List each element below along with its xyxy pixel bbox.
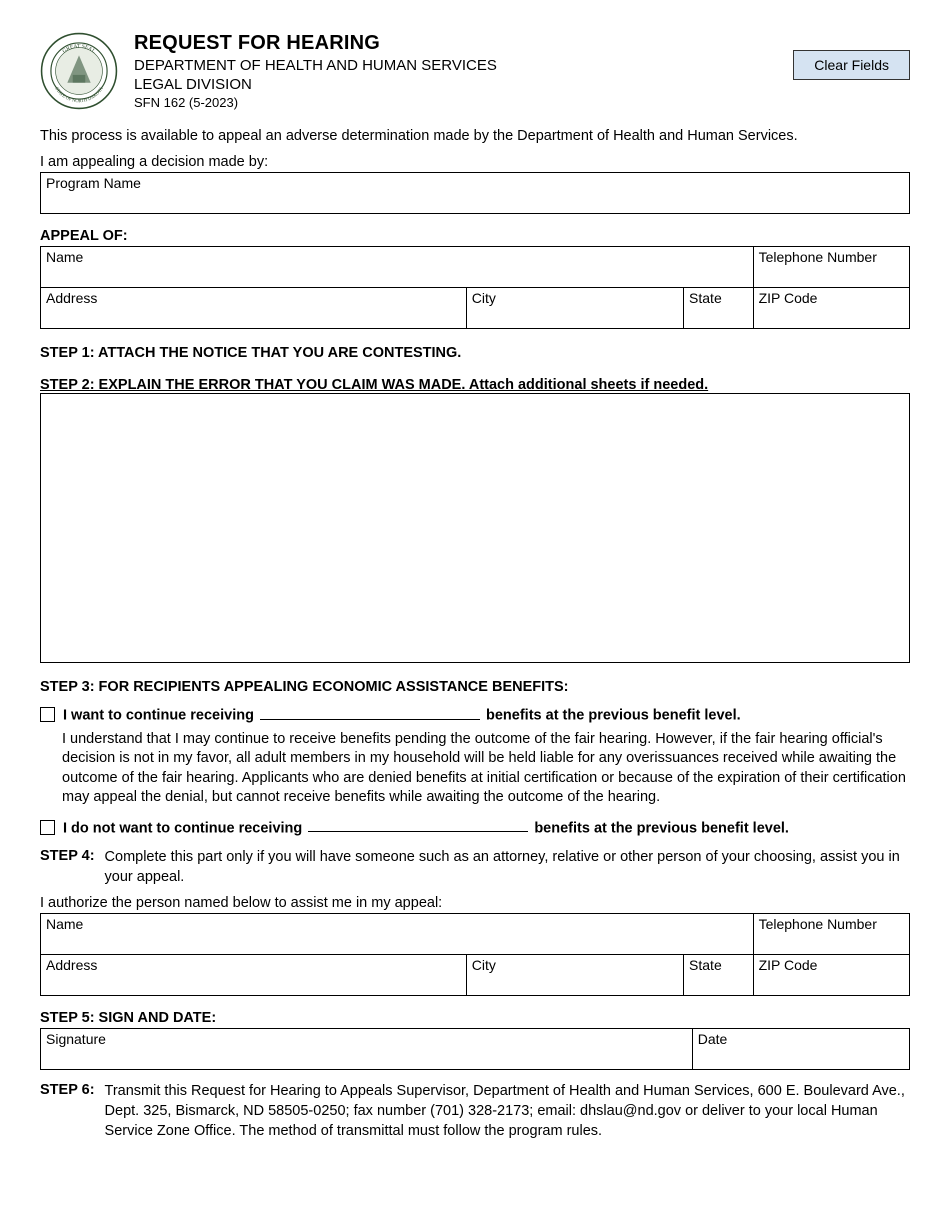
step4-text: Complete this part only if you will have… bbox=[105, 848, 910, 887]
authorize-label: I authorize the person named below to as… bbox=[40, 895, 910, 914]
rep-address-input[interactable] bbox=[41, 973, 466, 995]
step5-heading: STEP 5: SIGN AND DATE: bbox=[40, 1010, 910, 1029]
not-continue-benefits-row: I do not want to continue receiving bene… bbox=[40, 818, 910, 837]
benefits-blank-2[interactable] bbox=[308, 818, 528, 833]
program-name-box: Program Name bbox=[40, 173, 910, 214]
error-explanation-textarea[interactable] bbox=[40, 393, 910, 663]
date-input[interactable] bbox=[693, 1047, 909, 1069]
appeal-of-table: Name Telephone Number Address City State bbox=[40, 247, 910, 329]
title-block: REQUEST FOR HEARING DEPARTMENT OF HEALTH… bbox=[134, 32, 777, 110]
step6-row: STEP 6: Transmit this Request for Hearin… bbox=[40, 1082, 910, 1141]
rep-zip-input[interactable] bbox=[754, 973, 909, 995]
opt1-pre: I want to continue receiving bbox=[63, 708, 254, 724]
rep-city-label: City bbox=[467, 955, 683, 973]
form-number: SFN 162 (5-2023) bbox=[134, 95, 777, 110]
program-name-label: Program Name bbox=[41, 173, 909, 191]
rep-name-label: Name bbox=[41, 914, 753, 932]
division-name: LEGAL DIVISION bbox=[134, 76, 777, 93]
step3-heading: STEP 3: FOR RECIPIENTS APPEALING ECONOMI… bbox=[40, 679, 910, 695]
step4-label: STEP 4: bbox=[40, 848, 95, 887]
address-label: Address bbox=[41, 288, 466, 306]
signature-label: Signature bbox=[41, 1029, 692, 1047]
address-input[interactable] bbox=[41, 306, 466, 328]
city-input[interactable] bbox=[467, 306, 683, 328]
appealing-label: I am appealing a decision made by: bbox=[40, 154, 910, 173]
benefits-blank-1[interactable] bbox=[260, 705, 480, 720]
opt2-pre: I do not want to continue receiving bbox=[63, 820, 302, 836]
rep-table: Name Telephone Number Address City State bbox=[40, 914, 910, 996]
step4-row: STEP 4: Complete this part only if you w… bbox=[40, 848, 910, 887]
step6-text: Transmit this Request for Hearing to App… bbox=[105, 1082, 910, 1141]
name-label: Name bbox=[41, 247, 753, 265]
appeal-of-heading: APPEAL OF: bbox=[40, 228, 910, 247]
step6-label: STEP 6: bbox=[40, 1082, 95, 1141]
header: GREAT SEAL STATE OF NORTH DAKOTA REQUEST… bbox=[40, 32, 910, 110]
program-name-input[interactable] bbox=[41, 191, 909, 213]
name-input[interactable] bbox=[41, 265, 753, 287]
step1-heading: STEP 1: ATTACH THE NOTICE THAT YOU ARE C… bbox=[40, 345, 910, 361]
continue-benefits-checkbox[interactable] bbox=[40, 707, 55, 722]
rep-state-input[interactable] bbox=[684, 973, 753, 995]
state-label: State bbox=[684, 288, 753, 306]
rep-telephone-input[interactable] bbox=[754, 932, 909, 954]
not-continue-benefits-checkbox[interactable] bbox=[40, 820, 55, 835]
signature-input[interactable] bbox=[41, 1047, 692, 1069]
clear-fields-button[interactable]: Clear Fields bbox=[793, 50, 910, 80]
form-title: REQUEST FOR HEARING bbox=[134, 32, 777, 55]
step2-heading: STEP 2: EXPLAIN THE ERROR THAT YOU CLAIM… bbox=[40, 377, 910, 393]
step3-explanation: I understand that I may continue to rece… bbox=[62, 730, 910, 808]
department-name: DEPARTMENT OF HEALTH AND HUMAN SERVICES bbox=[134, 57, 777, 74]
rep-telephone-label: Telephone Number bbox=[754, 914, 909, 932]
city-label: City bbox=[467, 288, 683, 306]
zip-input[interactable] bbox=[754, 306, 909, 328]
opt2-post: benefits at the previous benefit level. bbox=[534, 820, 789, 836]
rep-city-input[interactable] bbox=[467, 973, 683, 995]
rep-address-label: Address bbox=[41, 955, 466, 973]
telephone-input[interactable] bbox=[754, 265, 909, 287]
opt1-post: benefits at the previous benefit level. bbox=[486, 708, 741, 724]
date-label: Date bbox=[693, 1029, 909, 1047]
continue-benefits-label: I want to continue receiving benefits at… bbox=[63, 705, 741, 724]
continue-benefits-row: I want to continue receiving benefits at… bbox=[40, 705, 910, 724]
rep-name-input[interactable] bbox=[41, 932, 753, 954]
state-seal-icon: GREAT SEAL STATE OF NORTH DAKOTA bbox=[40, 32, 118, 110]
form-page: GREAT SEAL STATE OF NORTH DAKOTA REQUEST… bbox=[0, 0, 950, 1189]
telephone-label: Telephone Number bbox=[754, 247, 909, 265]
rep-zip-label: ZIP Code bbox=[754, 955, 909, 973]
signature-table: Signature Date bbox=[40, 1029, 910, 1070]
zip-label: ZIP Code bbox=[754, 288, 909, 306]
state-input[interactable] bbox=[684, 306, 753, 328]
not-continue-benefits-label: I do not want to continue receiving bene… bbox=[63, 818, 789, 837]
intro-text: This process is available to appeal an a… bbox=[40, 128, 910, 144]
rep-state-label: State bbox=[684, 955, 753, 973]
